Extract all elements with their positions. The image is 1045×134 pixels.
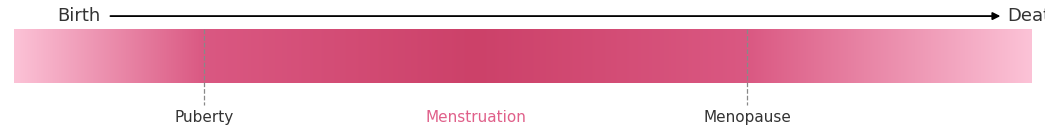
Text: Death: Death [1007,7,1045,25]
Text: Puberty: Puberty [175,110,233,125]
Text: Menopause: Menopause [703,110,791,125]
Text: Menstruation: Menstruation [425,110,526,125]
Text: Birth: Birth [57,7,100,25]
